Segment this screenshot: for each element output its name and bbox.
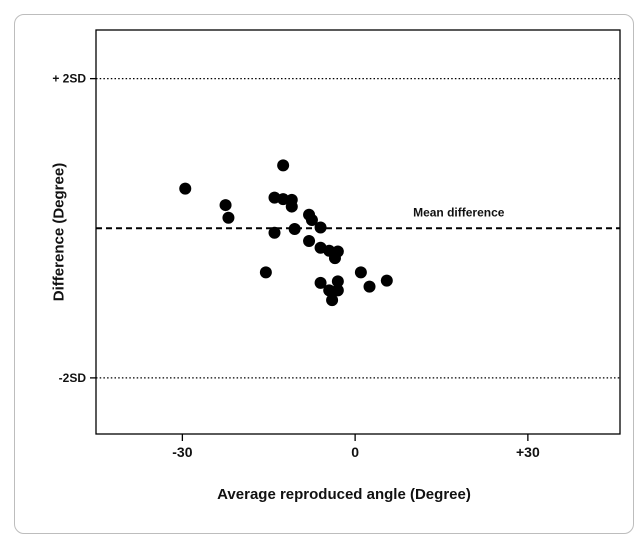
x-axis-ticks: -30 0 +30 (172, 434, 540, 460)
reference-lines (96, 77, 620, 379)
data-point (380, 274, 393, 287)
data-point (222, 211, 235, 224)
data-point (179, 182, 192, 195)
x-tick-label: +30 (516, 444, 540, 460)
data-point (259, 266, 272, 279)
data-point (314, 221, 327, 234)
data-point (328, 252, 341, 265)
bland-altman-plot: -30 0 +30 + 2SD -2SD Mean difference Averag… (50, 29, 621, 503)
y-tick-label: + 2SD (52, 72, 86, 86)
data-point (331, 275, 344, 288)
data-point (219, 199, 232, 212)
data-point (268, 226, 281, 239)
plot-area (95, 29, 621, 435)
data-point (363, 280, 376, 293)
data-point (305, 214, 318, 227)
data-point (277, 193, 290, 206)
data-point (331, 284, 344, 297)
x-axis-title: Average reproduced angle (Degree) (217, 486, 471, 503)
data-point (277, 159, 290, 172)
y-tick-label: -2SD (59, 371, 87, 385)
data-points (179, 159, 393, 307)
data-point (326, 294, 339, 307)
mean-difference-label: Mean difference (413, 205, 505, 219)
data-point (285, 200, 298, 213)
data-point (288, 223, 301, 236)
y-axis-title: Difference (Degree) (50, 163, 67, 301)
x-tick-label: -30 (172, 444, 192, 460)
data-point (354, 266, 367, 279)
x-tick-label: 0 (351, 444, 359, 460)
y-axis-ticks: + 2SD -2SD (52, 72, 96, 385)
data-point (323, 284, 336, 297)
data-point (314, 276, 327, 289)
data-point (303, 234, 316, 247)
